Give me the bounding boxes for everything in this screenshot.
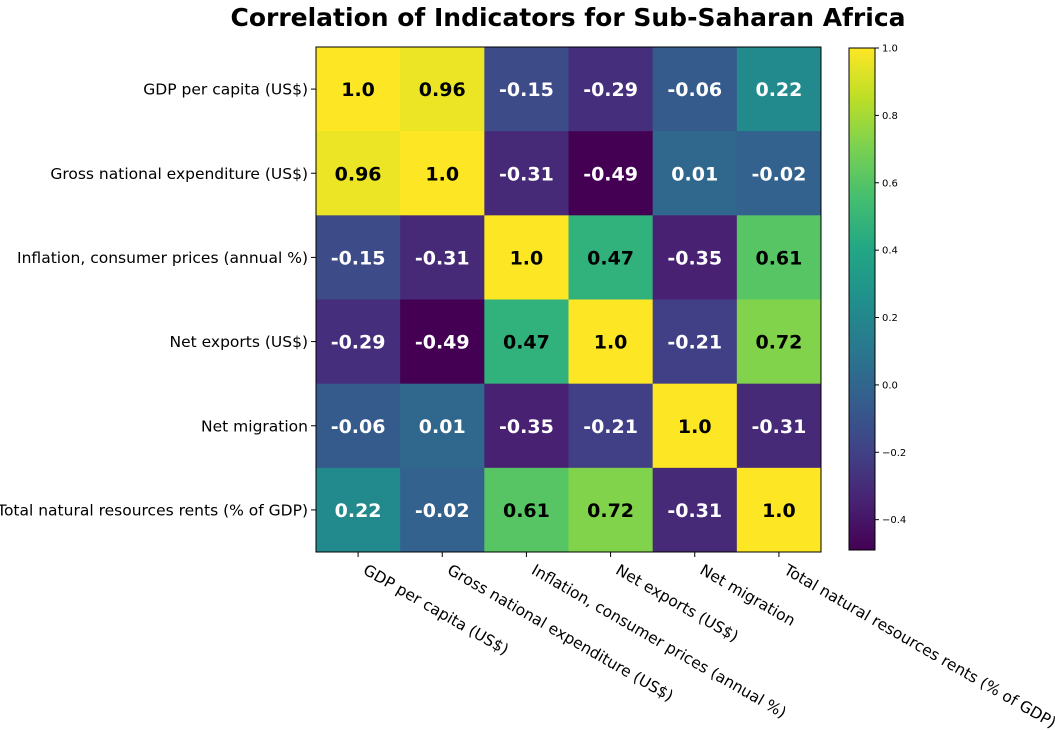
cell-value-label: 0.01 xyxy=(671,163,718,185)
cell-value-label: -0.49 xyxy=(583,163,638,185)
heatmap-cell xyxy=(400,383,485,469)
cell-value-label: -0.06 xyxy=(331,416,386,438)
heatmap-cell xyxy=(652,131,738,216)
cell-value-label: 1.0 xyxy=(341,79,375,101)
cell-value-label: -0.02 xyxy=(415,500,470,522)
heatmap-cell xyxy=(652,467,738,553)
heatmap-cell xyxy=(400,131,485,216)
cell-value-label: -0.06 xyxy=(667,79,722,101)
heatmap-cell-labels: 1.0 0.96 -0.15 -0.29 -0.06 0.22 0.96 1.0 -0.31 -0… xyxy=(331,79,807,522)
y-tick-label: Total natural resources rents (% of GDP) xyxy=(0,501,308,519)
y-axis: GDP per capita (US$) Gross national expen… xyxy=(0,81,316,519)
cell-value-label: 0.96 xyxy=(335,163,382,185)
cell-value-label: -0.35 xyxy=(499,416,554,438)
cell-value-label: -0.49 xyxy=(415,332,470,354)
heatmap-cell xyxy=(652,299,738,385)
plot-frame xyxy=(315,46,822,553)
y-tick-label: Gross national expenditure (US$) xyxy=(50,165,308,183)
cell-value-label: -0.35 xyxy=(667,247,722,269)
cell-value-label: 1.0 xyxy=(594,332,628,354)
heatmap-cell xyxy=(316,215,401,300)
cell-value-label: 0.01 xyxy=(419,416,466,438)
colorbar-tick-label: 0.0 xyxy=(882,380,898,391)
cell-value-label: 0.47 xyxy=(587,247,634,269)
cell-value-label: -0.29 xyxy=(583,79,638,101)
heatmap-cell xyxy=(316,299,401,385)
heatmap-cell xyxy=(652,215,738,300)
x-tick-label: Total natural resources rents (% of GDP) xyxy=(780,560,1055,730)
colorbar: 1.0 0.8 0.6 0.4 0.2 0.0 −0.2 −0.4 xyxy=(848,44,906,551)
heatmap-cell xyxy=(400,467,485,553)
heatmap-cell xyxy=(568,47,654,132)
colorbar-tick-label: −0.4 xyxy=(882,515,906,526)
heatmap-cell xyxy=(652,383,738,469)
heatmap-cell xyxy=(484,131,569,216)
colorbar-tick-label: 1.0 xyxy=(882,44,898,55)
cell-value-label: -0.29 xyxy=(331,332,386,354)
heatmap-cell xyxy=(400,215,485,300)
heatmap-cell xyxy=(400,299,485,385)
colorbar-tick-label: 0.4 xyxy=(882,246,898,257)
heatmap-cell xyxy=(652,47,738,132)
heatmap-cell xyxy=(484,47,569,132)
heatmap-cells xyxy=(316,47,822,553)
cell-value-label: -0.31 xyxy=(415,247,470,269)
heatmap-cell xyxy=(568,383,654,469)
cell-value-label: 0.22 xyxy=(755,79,802,101)
cell-value-label: 1.0 xyxy=(510,247,544,269)
y-tick-label: Inflation, consumer prices (annual %) xyxy=(17,249,308,267)
x-tick-label: GDP per capita (US$) xyxy=(360,561,512,659)
cell-value-label: 0.72 xyxy=(587,500,634,522)
heatmap-cell xyxy=(484,299,569,385)
heatmap-cell xyxy=(316,47,401,132)
cell-value-label: 0.61 xyxy=(755,247,802,269)
heatmap-cell xyxy=(484,383,569,469)
cell-value-label: -0.31 xyxy=(667,500,722,522)
x-axis: GDP per capita (US$)Gross national expen… xyxy=(357,552,1055,730)
cell-value-label: 0.61 xyxy=(503,500,550,522)
cell-value-label: -0.15 xyxy=(331,247,386,269)
cell-value-label: -0.31 xyxy=(752,416,807,438)
colorbar-tick-label: −0.2 xyxy=(882,448,906,459)
heatmap-cell xyxy=(400,47,485,132)
cell-value-label: -0.02 xyxy=(752,163,807,185)
heatmap-cell xyxy=(568,299,654,385)
heatmap-cell xyxy=(736,383,822,469)
cell-value-label: 1.0 xyxy=(678,416,712,438)
heatmap-cell xyxy=(316,383,401,469)
heatmap-cell xyxy=(736,215,822,300)
colorbar-tick-label: 0.6 xyxy=(882,178,898,189)
heatmap-cell xyxy=(316,131,401,216)
cell-value-label: 0.22 xyxy=(335,500,382,522)
cell-value-label: 0.96 xyxy=(419,79,466,101)
colorbar-gradient xyxy=(848,47,876,551)
cell-value-label: 0.72 xyxy=(755,332,802,354)
heatmap-cell xyxy=(568,467,654,553)
heatmap-cell xyxy=(568,131,654,216)
y-tick-label: GDP per capita (US$) xyxy=(143,81,308,99)
heatmap-cell xyxy=(736,299,822,385)
heatmap-cell xyxy=(568,215,654,300)
heatmap-cell xyxy=(484,467,569,553)
cell-value-label: -0.31 xyxy=(499,163,554,185)
cell-value-label: 1.0 xyxy=(762,500,796,522)
heatmap-cell xyxy=(736,131,822,216)
cell-value-label: 1.0 xyxy=(425,163,459,185)
colorbar-tick-label: 0.8 xyxy=(882,111,898,122)
cell-value-label: -0.21 xyxy=(583,416,638,438)
cell-value-label: -0.15 xyxy=(499,79,554,101)
heatmap-cell xyxy=(316,467,401,553)
chart-title: Correlation of Indicators for Sub-Sahara… xyxy=(230,3,905,32)
heatmap-cell xyxy=(736,467,822,553)
cell-value-label: -0.21 xyxy=(667,332,722,354)
heatmap-cell xyxy=(736,47,822,132)
cell-value-label: 0.47 xyxy=(503,332,550,354)
y-tick-label: Net migration xyxy=(201,417,308,435)
heatmap-cell xyxy=(484,215,569,300)
y-tick-label: Net exports (US$) xyxy=(170,333,309,351)
colorbar-tick-label: 0.2 xyxy=(882,313,898,324)
